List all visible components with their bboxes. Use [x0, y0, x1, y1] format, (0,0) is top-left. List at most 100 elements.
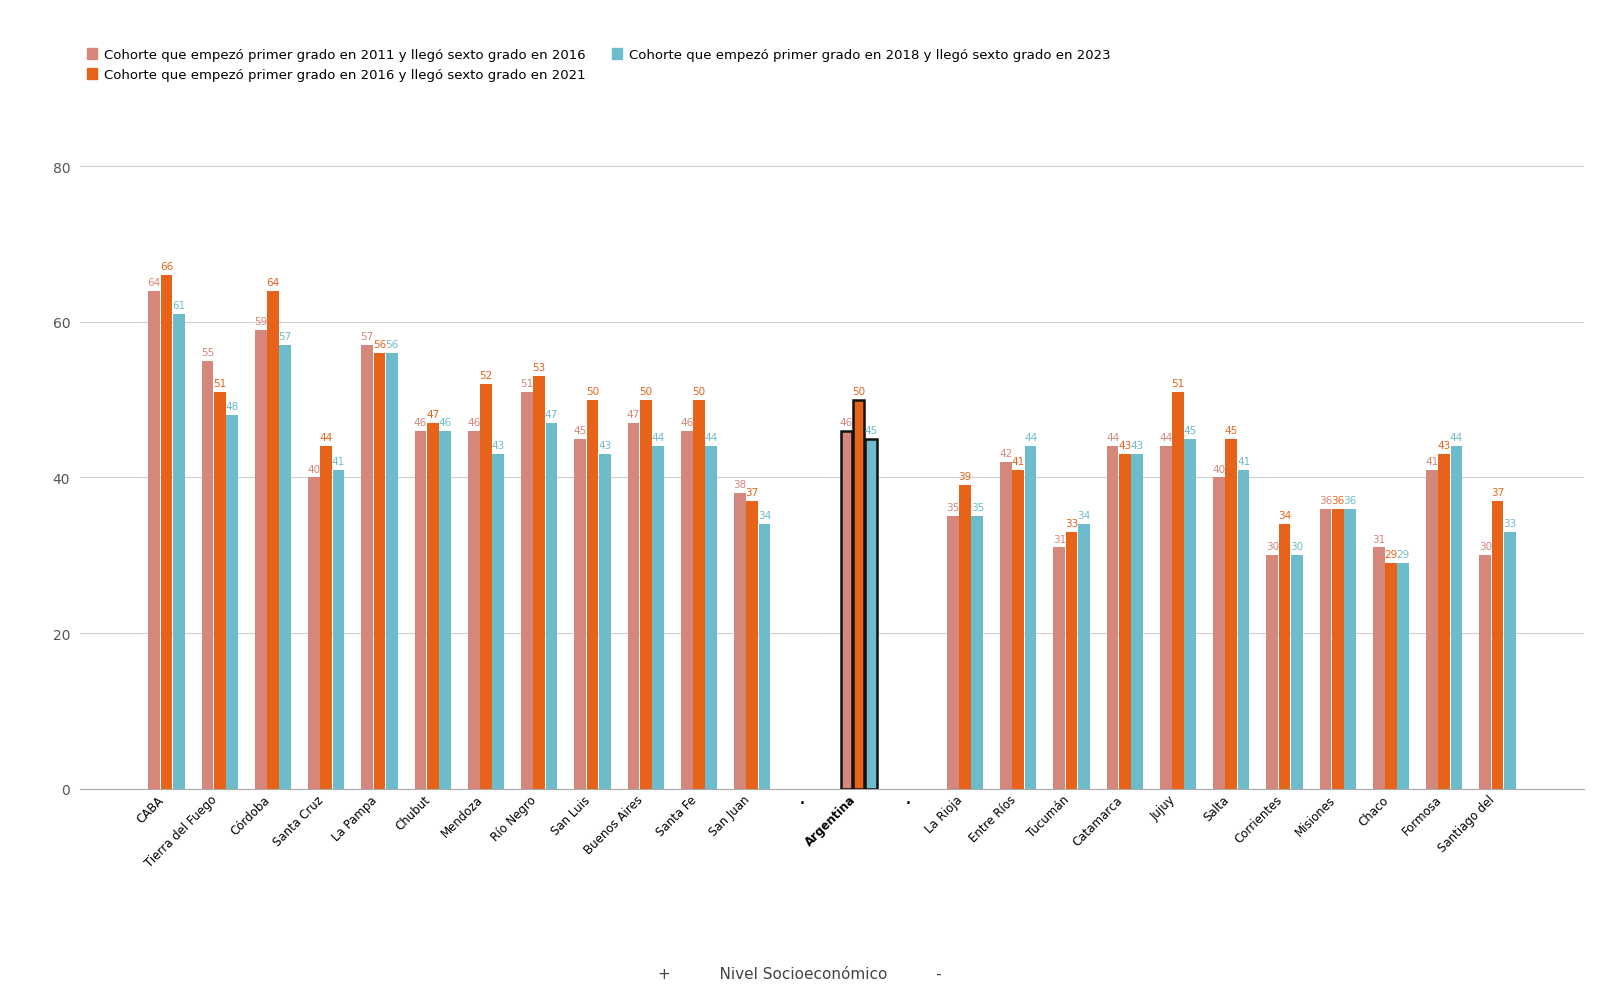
Text: 36: 36	[1344, 495, 1357, 505]
Text: 40: 40	[1213, 464, 1226, 474]
Bar	[254, 330, 267, 789]
Text: 45: 45	[1184, 425, 1197, 435]
Bar	[533, 377, 546, 789]
Bar	[214, 392, 226, 789]
Text: 64: 64	[266, 277, 280, 288]
Bar	[1426, 470, 1438, 789]
Text: 41: 41	[331, 457, 346, 466]
Text: 40: 40	[307, 464, 320, 474]
Bar	[1373, 548, 1384, 789]
Text: 43: 43	[1438, 441, 1451, 451]
Bar	[1291, 556, 1302, 789]
Bar	[680, 431, 693, 789]
Text: 33: 33	[1066, 519, 1078, 528]
Text: 43: 43	[491, 441, 504, 451]
Text: 39: 39	[958, 472, 971, 482]
Bar	[386, 354, 397, 789]
Bar	[1491, 501, 1504, 789]
Bar	[1480, 556, 1491, 789]
Bar	[467, 431, 480, 789]
Bar	[226, 416, 238, 789]
Bar	[1386, 563, 1397, 789]
Text: 30: 30	[1290, 541, 1304, 552]
Bar	[1000, 462, 1011, 789]
Bar	[693, 400, 704, 789]
Text: 37: 37	[746, 487, 758, 497]
Bar	[160, 276, 173, 789]
Text: 33: 33	[1502, 519, 1517, 528]
Text: 29: 29	[1397, 549, 1410, 559]
Bar	[1160, 447, 1171, 789]
Text: 43: 43	[598, 441, 611, 451]
Text: 36: 36	[1318, 495, 1333, 505]
Text: 52: 52	[480, 371, 493, 381]
Bar	[598, 455, 611, 789]
Bar	[414, 431, 426, 789]
Bar	[653, 447, 664, 789]
Text: 51: 51	[213, 379, 226, 388]
Text: 31: 31	[1053, 534, 1066, 544]
Text: 34: 34	[1278, 511, 1291, 521]
Text: 44: 44	[1024, 433, 1037, 443]
Text: 44: 44	[320, 433, 333, 443]
Bar	[1213, 478, 1226, 789]
Bar	[427, 424, 438, 789]
Text: 42: 42	[1000, 449, 1013, 458]
Text: 37: 37	[1491, 487, 1504, 497]
Text: 47: 47	[544, 409, 558, 420]
Bar	[1078, 525, 1090, 789]
Bar	[853, 400, 864, 789]
Text: 59: 59	[254, 317, 267, 326]
Text: 64: 64	[147, 277, 162, 288]
Bar	[947, 517, 958, 789]
Bar	[1438, 455, 1450, 789]
Text: 35: 35	[971, 503, 984, 513]
Text: 30: 30	[1266, 541, 1278, 552]
Text: 46: 46	[680, 417, 693, 427]
Text: 46: 46	[467, 417, 480, 427]
Text: 36: 36	[1331, 495, 1344, 505]
Text: 34: 34	[1077, 511, 1091, 521]
Bar	[1320, 509, 1331, 789]
Text: 56: 56	[386, 340, 398, 350]
Text: 46: 46	[438, 417, 451, 427]
Bar	[1344, 509, 1355, 789]
Text: 41: 41	[1011, 457, 1026, 466]
Bar	[971, 517, 984, 789]
Legend: Cohorte que empezó primer grado en 2011 y llegó sexto grado en 2016, Cohorte que: Cohorte que empezó primer grado en 2011 …	[86, 49, 1110, 82]
Text: 48: 48	[226, 402, 238, 412]
Text: 47: 47	[426, 409, 440, 420]
Bar	[1107, 447, 1118, 789]
Text: 53: 53	[533, 363, 546, 373]
Text: 38: 38	[733, 479, 747, 490]
Bar	[149, 292, 160, 789]
Bar	[1173, 392, 1184, 789]
Bar	[587, 400, 598, 789]
Bar	[333, 470, 344, 789]
Bar	[960, 486, 971, 789]
Bar	[173, 315, 184, 789]
Bar	[373, 354, 386, 789]
Bar	[627, 424, 640, 789]
Bar	[1066, 532, 1077, 789]
Bar	[1238, 470, 1250, 789]
Bar	[734, 493, 746, 789]
Bar	[758, 525, 770, 789]
Text: 50: 50	[853, 387, 866, 396]
Text: 45: 45	[864, 425, 877, 435]
Text: 29: 29	[1384, 549, 1398, 559]
Text: 45: 45	[573, 425, 587, 435]
Bar	[574, 439, 586, 789]
Text: 46: 46	[414, 417, 427, 427]
Text: 56: 56	[373, 340, 386, 350]
Text: 41: 41	[1426, 457, 1438, 466]
Bar	[1053, 548, 1066, 789]
Bar	[438, 431, 451, 789]
Bar	[202, 361, 213, 789]
Bar	[1278, 525, 1291, 789]
Text: 30: 30	[1478, 541, 1491, 552]
Text: 44: 44	[1106, 433, 1120, 443]
Text: 66: 66	[160, 262, 173, 272]
Bar	[1118, 455, 1131, 789]
Text: 57: 57	[278, 332, 291, 342]
